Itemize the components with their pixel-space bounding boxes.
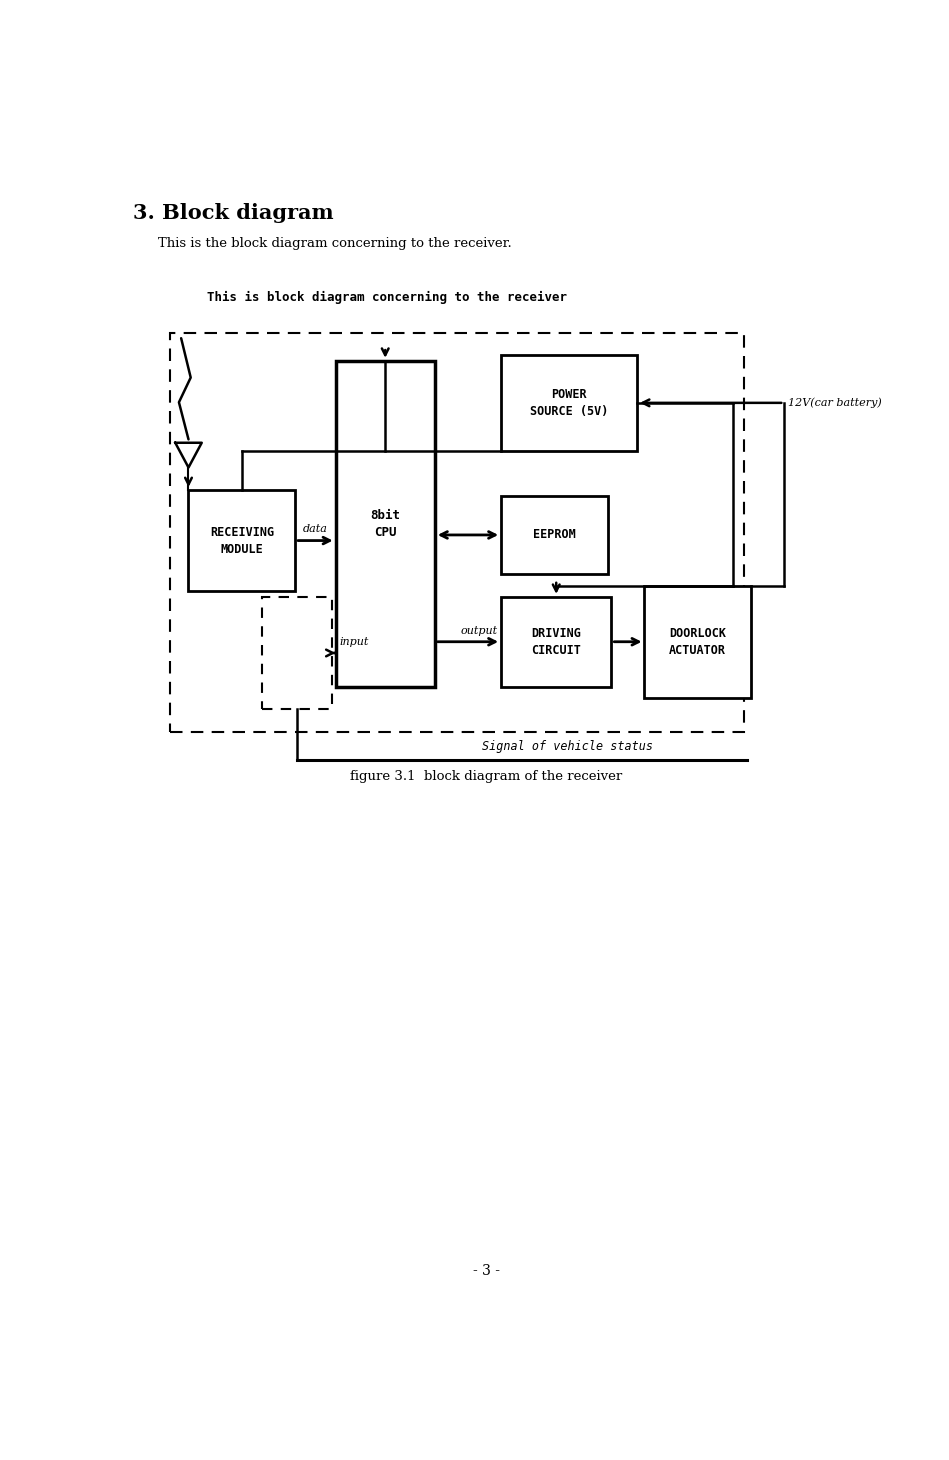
Bar (189, 491, 295, 591)
Text: EEPROM: EEPROM (533, 529, 576, 542)
Bar (501, 355, 637, 451)
Text: data: data (303, 524, 327, 534)
Bar (501, 495, 607, 574)
Text: - 3 -: - 3 - (473, 1264, 500, 1279)
Text: output: output (460, 626, 497, 637)
Text: This is block diagram concerning to the receiver: This is block diagram concerning to the … (207, 292, 567, 305)
Text: 3. Block diagram: 3. Block diagram (133, 203, 334, 223)
Text: 12V(car battery): 12V(car battery) (788, 397, 882, 409)
Text: POWER
SOURCE (5V): POWER SOURCE (5V) (530, 388, 608, 418)
Text: This is the block diagram concerning to the receiver.: This is the block diagram concerning to … (140, 237, 512, 250)
Text: input: input (340, 638, 368, 647)
Bar (501, 597, 611, 686)
Text: figure 3.1  block diagram of the receiver: figure 3.1 block diagram of the receiver (350, 769, 623, 783)
Text: DRIVING
CIRCUIT: DRIVING CIRCUIT (531, 626, 581, 657)
Text: 8bit
CPU: 8bit CPU (370, 508, 400, 539)
Bar (336, 361, 435, 686)
Bar (644, 585, 752, 698)
Text: DOORLOCK
ACTUATOR: DOORLOCK ACTUATOR (669, 626, 726, 657)
Text: RECEIVING
MODULE: RECEIVING MODULE (210, 526, 274, 556)
Bar (170, 333, 744, 731)
Bar (262, 597, 332, 710)
Text: Signal of vehicle status: Signal of vehicle status (482, 740, 653, 753)
